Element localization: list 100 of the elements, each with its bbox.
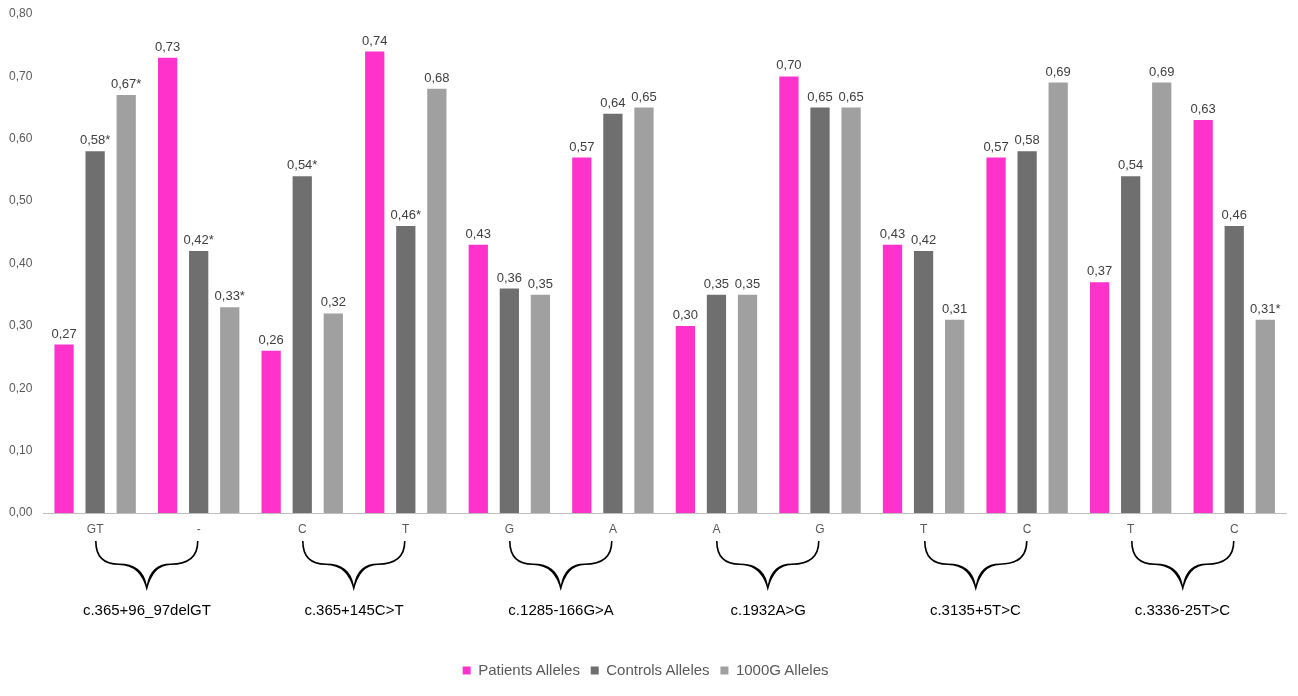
y-tick-label: 0,60 (9, 131, 33, 146)
bar (706, 294, 727, 513)
data-label: 0,37 (1086, 263, 1113, 279)
x-tick-label: T (919, 521, 928, 536)
bar (841, 107, 861, 513)
data-label: 0,36 (496, 269, 522, 285)
bar (499, 288, 519, 513)
bar (779, 76, 799, 513)
data-label: 0,32 (320, 294, 346, 310)
data-label: 0,31* (1250, 300, 1281, 316)
data-label: 0,30 (672, 306, 699, 322)
data-label: 0,35 (527, 275, 554, 291)
bar (157, 57, 178, 513)
data-label: 0,57 (983, 138, 1009, 154)
bar (396, 226, 416, 513)
text: c.365+145C>T (304, 601, 404, 619)
bar (85, 151, 105, 513)
bar (1255, 319, 1275, 513)
data-label: 0,35 (734, 275, 761, 291)
data-label: 0,67* (111, 76, 142, 92)
y-tick-label: 0,00 (9, 505, 33, 520)
data-label: 0,42 (910, 232, 937, 248)
data-label: 0,31 (941, 300, 968, 316)
data-label: 0,69 (1045, 63, 1071, 79)
bar (737, 294, 758, 513)
y-tick-label: 0,30 (9, 318, 33, 333)
bar (292, 176, 312, 513)
legend-label: 1000G Alleles (735, 660, 829, 678)
bar (1224, 226, 1244, 513)
data-label: 0,73 (154, 38, 181, 54)
bar (810, 107, 830, 513)
data-label: 0,54 (1118, 157, 1144, 173)
x-tick-label: C (1229, 521, 1239, 536)
data-label: 0,26 (258, 331, 284, 347)
text: c.1932A>G (730, 601, 806, 619)
bar (427, 88, 447, 513)
x-tick-label: A (712, 521, 721, 536)
y-tick-label: 0,50 (9, 193, 33, 208)
data-label: 0,69 (1149, 63, 1175, 79)
y-tick-label: 0,20 (9, 380, 33, 395)
bar (1121, 176, 1141, 513)
bar (1089, 282, 1110, 513)
bar (882, 244, 903, 513)
data-label: 0,58 (1014, 132, 1040, 148)
data-label: 0,46 (1221, 207, 1247, 223)
data-label: 0,65 (631, 88, 657, 104)
bar (116, 95, 136, 513)
bar (468, 244, 488, 513)
bar (945, 319, 965, 513)
data-label: 0,33* (214, 288, 245, 304)
y-tick-label: 0,80 (9, 6, 33, 21)
x-tick-label: T (1127, 521, 1135, 536)
bar (1152, 82, 1172, 513)
bar (530, 294, 551, 513)
x-tick-label: GT (86, 521, 105, 536)
data-label: 0,46* (390, 207, 421, 223)
bar (1017, 151, 1037, 513)
bar (1193, 120, 1213, 513)
data-label: 0,35 (703, 275, 730, 291)
data-label: 0,64 (600, 94, 626, 110)
text: c.3135+5T>C (929, 601, 1021, 619)
bar (986, 157, 1006, 513)
data-label: 0,65 (838, 88, 864, 104)
bar (603, 113, 623, 513)
bar (54, 344, 74, 513)
bar (572, 157, 592, 513)
data-label: 0,70 (776, 57, 802, 73)
data-label: 0,63 (1190, 101, 1216, 117)
text: c.3336-25T>C (1134, 601, 1231, 619)
bar (220, 307, 240, 513)
bar (323, 313, 343, 513)
x-tick-label: T (402, 521, 411, 536)
data-label: 0,43 (879, 225, 906, 241)
x-tick-label: C (1022, 521, 1032, 536)
data-label: 0,68 (424, 69, 450, 85)
data-label: 0,42* (183, 232, 214, 248)
bar (365, 51, 385, 513)
data-label: 0,58* (79, 132, 111, 148)
bar (189, 251, 209, 513)
bar (634, 107, 654, 513)
legend-label: Patients Alleles (478, 660, 580, 678)
data-label: 0,54* (287, 157, 318, 173)
bar (913, 251, 934, 513)
data-label: 0,65 (807, 88, 833, 104)
text: c.1285-166G>A (508, 601, 614, 619)
x-tick-label: G (504, 521, 515, 536)
data-label: 0,74 (362, 32, 388, 48)
data-label: 0,43 (465, 225, 491, 241)
data-label: 0,27 (51, 325, 77, 341)
x-tick-label: C (297, 521, 307, 536)
data-label: 0,57 (569, 138, 595, 154)
x-tick-label: A (608, 521, 617, 536)
y-tick-label: 0,40 (9, 255, 33, 270)
x-tick-label: G (815, 521, 825, 536)
y-tick-label: 0,70 (9, 68, 33, 83)
text: c.365+96_97delGT (82, 601, 211, 619)
x-tick-label: - (196, 521, 201, 536)
bar (261, 350, 281, 513)
bar (1048, 82, 1068, 513)
legend-label: Controls Alleles (606, 660, 710, 678)
